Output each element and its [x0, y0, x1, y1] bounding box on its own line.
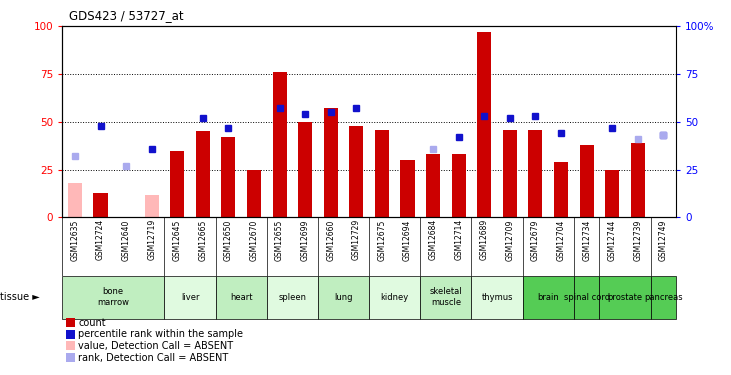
Text: kidney: kidney: [381, 292, 409, 302]
Bar: [298, 122, 312, 218]
Bar: [68, 183, 82, 218]
Text: GSM12660: GSM12660: [326, 219, 336, 261]
Text: GSM12645: GSM12645: [173, 219, 182, 261]
Bar: [503, 129, 517, 218]
Bar: [170, 150, 184, 217]
Text: brain: brain: [537, 292, 559, 302]
Bar: [452, 154, 466, 218]
Bar: [651, 276, 676, 319]
Text: GSM12734: GSM12734: [582, 219, 591, 261]
Text: GSM12650: GSM12650: [224, 219, 233, 261]
Text: rank, Detection Call = ABSENT: rank, Detection Call = ABSENT: [78, 352, 229, 363]
Text: GDS423 / 53727_at: GDS423 / 53727_at: [69, 9, 184, 22]
Text: GSM12739: GSM12739: [633, 219, 643, 261]
Bar: [375, 129, 389, 218]
Text: GSM12640: GSM12640: [121, 219, 131, 261]
Bar: [426, 154, 440, 218]
Bar: [554, 162, 568, 218]
Text: thymus: thymus: [481, 292, 513, 302]
Text: liver: liver: [181, 292, 200, 302]
Text: spinal cord: spinal cord: [564, 292, 610, 302]
Bar: [523, 276, 574, 319]
Text: GSM12704: GSM12704: [556, 219, 566, 261]
Bar: [420, 276, 471, 319]
Bar: [401, 160, 414, 218]
Text: pancreas: pancreas: [644, 292, 683, 302]
Bar: [318, 276, 369, 319]
Text: GSM12635: GSM12635: [70, 219, 80, 261]
Text: prostate: prostate: [607, 292, 643, 302]
Text: percentile rank within the sample: percentile rank within the sample: [78, 329, 243, 339]
Text: GSM12670: GSM12670: [249, 219, 259, 261]
Text: GSM12679: GSM12679: [531, 219, 540, 261]
Text: count: count: [78, 318, 106, 327]
Bar: [631, 143, 645, 218]
Text: GSM12719: GSM12719: [147, 219, 156, 261]
Text: GSM12665: GSM12665: [198, 219, 208, 261]
Text: GSM12689: GSM12689: [480, 219, 489, 261]
Bar: [196, 132, 210, 218]
Text: GSM12694: GSM12694: [403, 219, 412, 261]
Bar: [605, 170, 619, 217]
Text: bone
marrow: bone marrow: [97, 288, 129, 307]
Bar: [145, 195, 159, 217]
Text: GSM12744: GSM12744: [607, 219, 617, 261]
Bar: [324, 108, 338, 217]
Text: skeletal
muscle: skeletal muscle: [430, 288, 462, 307]
Bar: [599, 276, 651, 319]
Bar: [574, 276, 599, 319]
Text: GSM12714: GSM12714: [454, 219, 463, 261]
Text: spleen: spleen: [279, 292, 306, 302]
Bar: [267, 276, 318, 319]
Text: tissue ►: tissue ►: [0, 292, 39, 302]
Bar: [529, 129, 542, 218]
Bar: [369, 276, 420, 319]
Bar: [62, 276, 164, 319]
Bar: [471, 276, 523, 319]
Text: GSM12749: GSM12749: [659, 219, 668, 261]
Bar: [247, 170, 261, 217]
Text: GSM12709: GSM12709: [505, 219, 515, 261]
Bar: [273, 72, 287, 217]
Bar: [94, 193, 107, 217]
Text: heart: heart: [230, 292, 252, 302]
Bar: [477, 32, 491, 217]
Text: GSM12729: GSM12729: [352, 219, 361, 261]
Text: GSM12724: GSM12724: [96, 219, 105, 261]
Bar: [221, 137, 235, 218]
Text: GSM12699: GSM12699: [300, 219, 310, 261]
Text: lung: lung: [334, 292, 353, 302]
Bar: [164, 276, 216, 319]
Text: value, Detection Call = ABSENT: value, Detection Call = ABSENT: [78, 341, 233, 351]
Text: GSM12675: GSM12675: [377, 219, 387, 261]
Bar: [216, 276, 267, 319]
Bar: [580, 145, 594, 218]
Bar: [349, 126, 363, 218]
Text: GSM12655: GSM12655: [275, 219, 284, 261]
Text: GSM12684: GSM12684: [428, 219, 438, 261]
